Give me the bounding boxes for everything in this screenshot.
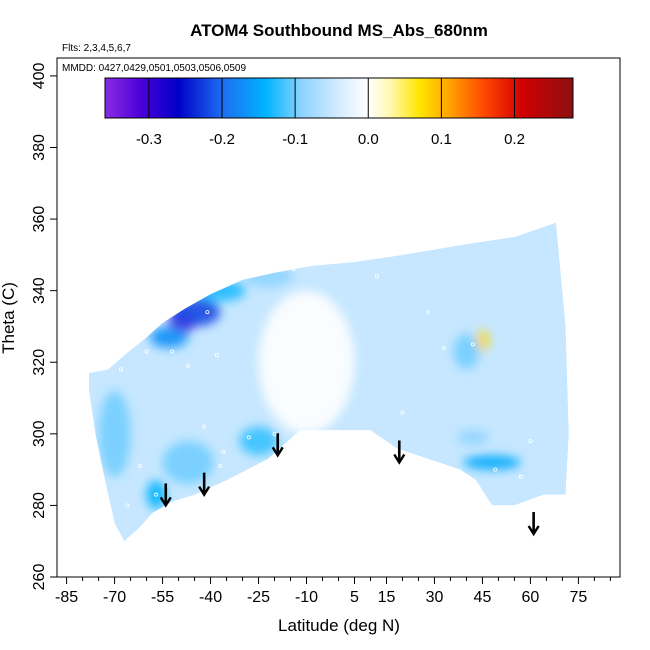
sample-point-10 [218, 464, 223, 469]
sample-point-1 [205, 310, 210, 315]
colorbar-tick-label-4: 0.1 [431, 131, 452, 148]
sample-point-7 [202, 424, 207, 429]
arrow-2 [271, 433, 284, 458]
sample-point-2 [144, 349, 149, 354]
x-axis: -85 -70 -55 -40 -25 -10 5 15 30 45 60 75 [55, 577, 611, 606]
sample-point-13 [154, 492, 159, 497]
y-axis-label: Theta (C) [0, 282, 18, 354]
sample-point-21 [493, 467, 498, 472]
sample-point-4 [214, 353, 219, 358]
colorbar-tick-label-3: 0.0 [358, 131, 379, 148]
x-tick-label-7: 15 [378, 589, 396, 606]
field-anomaly-9 [456, 430, 489, 445]
sample-point-5 [186, 363, 191, 368]
colorbar-tick-label-0: -0.3 [136, 131, 162, 148]
y-tick-label-1: 280 [31, 492, 48, 519]
sample-point-22 [518, 474, 523, 479]
x-tick-label-0: -85 [55, 589, 78, 606]
sample-point-16 [291, 267, 296, 272]
y-tick-label-0: 260 [31, 564, 48, 591]
field-anomaly-13 [98, 390, 131, 477]
colorbar: -0.3 -0.2 -0.1 0.0 0.1 0.2 [104, 77, 574, 148]
sample-point-25 [352, 435, 357, 440]
y-axis: 260 280 300 320 340 360 380 400 [31, 62, 57, 590]
sample-point-6 [118, 367, 123, 372]
field-anomaly-8 [463, 455, 521, 470]
colorbar-tick-label-2: -0.1 [282, 131, 308, 148]
sample-point-19 [442, 345, 447, 350]
field-anomaly-7 [162, 440, 214, 484]
sample-point-17 [374, 274, 379, 279]
field-anomaly-5 [146, 480, 166, 509]
field-anomaly-11 [453, 333, 480, 370]
x-axis-label: Latitude (deg N) [278, 616, 400, 635]
field-anomaly-1 [168, 297, 221, 327]
y-tick-label-2: 300 [31, 420, 48, 447]
colorbar-gradient [104, 77, 574, 119]
arrow-4 [527, 512, 540, 537]
dates-label: MMDD: 0427,0429,0501,0503,0506,0509 [62, 63, 246, 74]
field-anomaly-4 [242, 265, 294, 288]
chart-title: ATOM4 Southbound MS_Abs_680nm [190, 21, 488, 40]
sample-point-3 [170, 349, 175, 354]
x-tick-label-4: -25 [247, 589, 270, 606]
x-tick-label-11: 75 [570, 589, 588, 606]
arrow-1 [198, 472, 211, 497]
x-tick-label-5: -10 [295, 589, 318, 606]
field-anomaly-3 [194, 279, 246, 302]
sample-points [118, 267, 533, 533]
field-anomaly-10 [476, 330, 489, 352]
y-tick-label-3: 320 [31, 349, 48, 376]
y-tick-label-5: 360 [31, 206, 48, 233]
sample-point-23 [528, 438, 533, 443]
data-field [89, 222, 569, 542]
colorbar-tick-label-1: -0.2 [209, 131, 235, 148]
y-tick-label-7: 400 [31, 62, 48, 89]
sample-point-0 [173, 302, 178, 307]
sample-point-20 [470, 342, 475, 347]
sample-point-14 [125, 503, 130, 508]
sample-point-12 [272, 431, 277, 436]
sample-point-8 [138, 464, 143, 469]
x-tick-label-10: 60 [522, 589, 540, 606]
x-tick-label-6: 5 [350, 589, 359, 606]
x-tick-label-2: -55 [151, 589, 174, 606]
sample-point-18 [426, 310, 431, 315]
sample-point-15 [138, 528, 143, 533]
colorbar-tick-label-5: 0.2 [504, 131, 525, 148]
x-tick-label-9: 45 [474, 589, 492, 606]
field-anomaly-6 [239, 426, 278, 456]
flights-label: Flts: 2,3,4,5,6,7 [62, 43, 131, 54]
x-tick-label-8: 30 [426, 589, 444, 606]
field-anomaly-2 [149, 326, 189, 348]
y-tick-label-6: 380 [31, 134, 48, 161]
field-anomaly-12 [258, 290, 355, 434]
sample-point-24 [400, 410, 405, 415]
arrow-3 [393, 440, 406, 465]
y-tick-label-4: 340 [31, 277, 48, 304]
x-tick-label-3: -40 [199, 589, 222, 606]
arrow-0 [159, 483, 172, 508]
sample-point-11 [246, 435, 251, 440]
arrows [159, 433, 540, 537]
x-tick-label-1: -70 [103, 589, 126, 606]
sample-point-9 [221, 449, 226, 454]
